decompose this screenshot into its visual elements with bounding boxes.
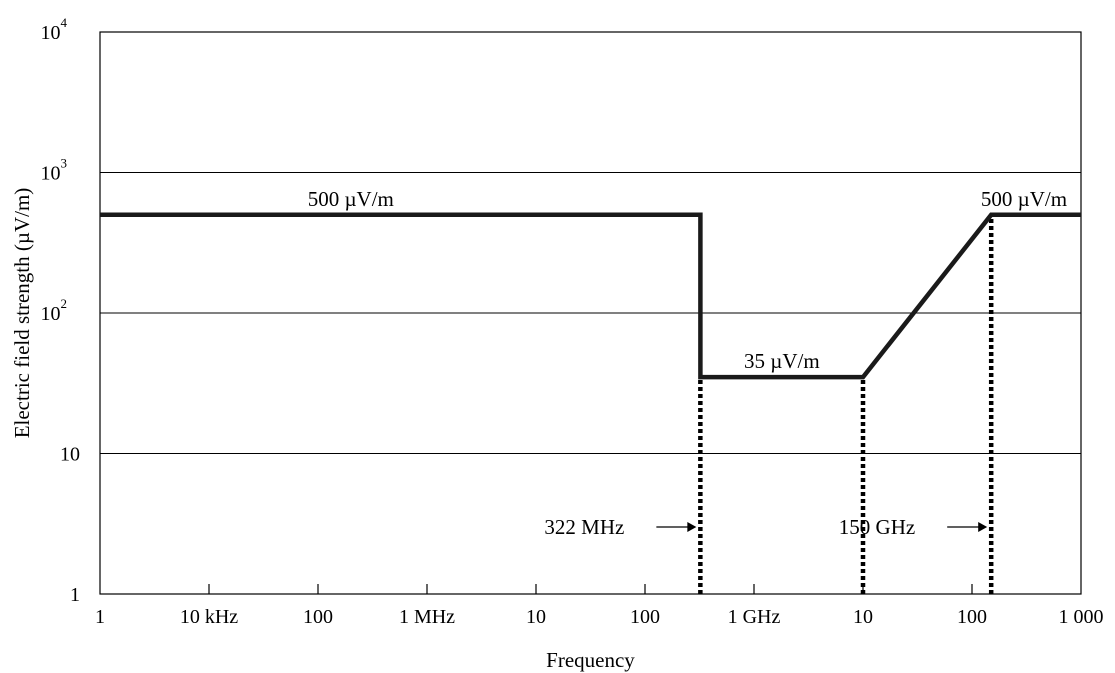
- grid-lines: [100, 172, 1081, 454]
- y-tick-label: 103: [41, 156, 68, 185]
- x-tick-label: 1 MHz: [399, 606, 455, 628]
- x-tick-label: 1 GHz: [728, 606, 781, 628]
- plot-frame: [99, 31, 1082, 595]
- y-tick-label: 10: [60, 444, 80, 466]
- x-tick-label: 100: [630, 606, 660, 628]
- x-tick-label: 10: [526, 606, 546, 628]
- marker-label: 322 MHz: [544, 515, 624, 539]
- x-tick-label: 10: [853, 606, 873, 628]
- x-axis: 1 10 kHz 100 1 MHz 10 100 1 GHz 10 100 1 000: [95, 584, 1104, 628]
- marker-arrowhead: [978, 522, 988, 532]
- y-tick-label: 104: [41, 15, 68, 44]
- y-axis-title: Electric field strength (µV/m): [10, 188, 34, 439]
- x-tick-label: 1 000: [1059, 606, 1104, 628]
- annotations: 500 µV/m 35 µV/m 500 µV/m: [308, 187, 1067, 373]
- y-axis: 1 10 102 103 104: [41, 15, 81, 606]
- marker-label: 150 GHz: [839, 515, 915, 539]
- x-axis-title: Frequency: [546, 648, 635, 672]
- level-annotation: 500 µV/m: [981, 187, 1067, 211]
- level-annotation: 35 µV/m: [744, 349, 820, 373]
- y-tick-label: 102: [41, 296, 68, 325]
- frequency-markers: 322 MHz 150 GHz: [544, 214, 994, 594]
- series-line: [100, 212, 1081, 380]
- marker-arrowhead: [687, 522, 697, 532]
- y-tick-label: 1: [70, 584, 80, 606]
- x-tick-label: 100: [303, 606, 333, 628]
- level-annotation: 500 µV/m: [308, 187, 394, 211]
- x-tick-label: 1: [95, 606, 105, 628]
- x-tick-label: 10 kHz: [180, 606, 238, 628]
- x-tick-label: 100: [957, 606, 987, 628]
